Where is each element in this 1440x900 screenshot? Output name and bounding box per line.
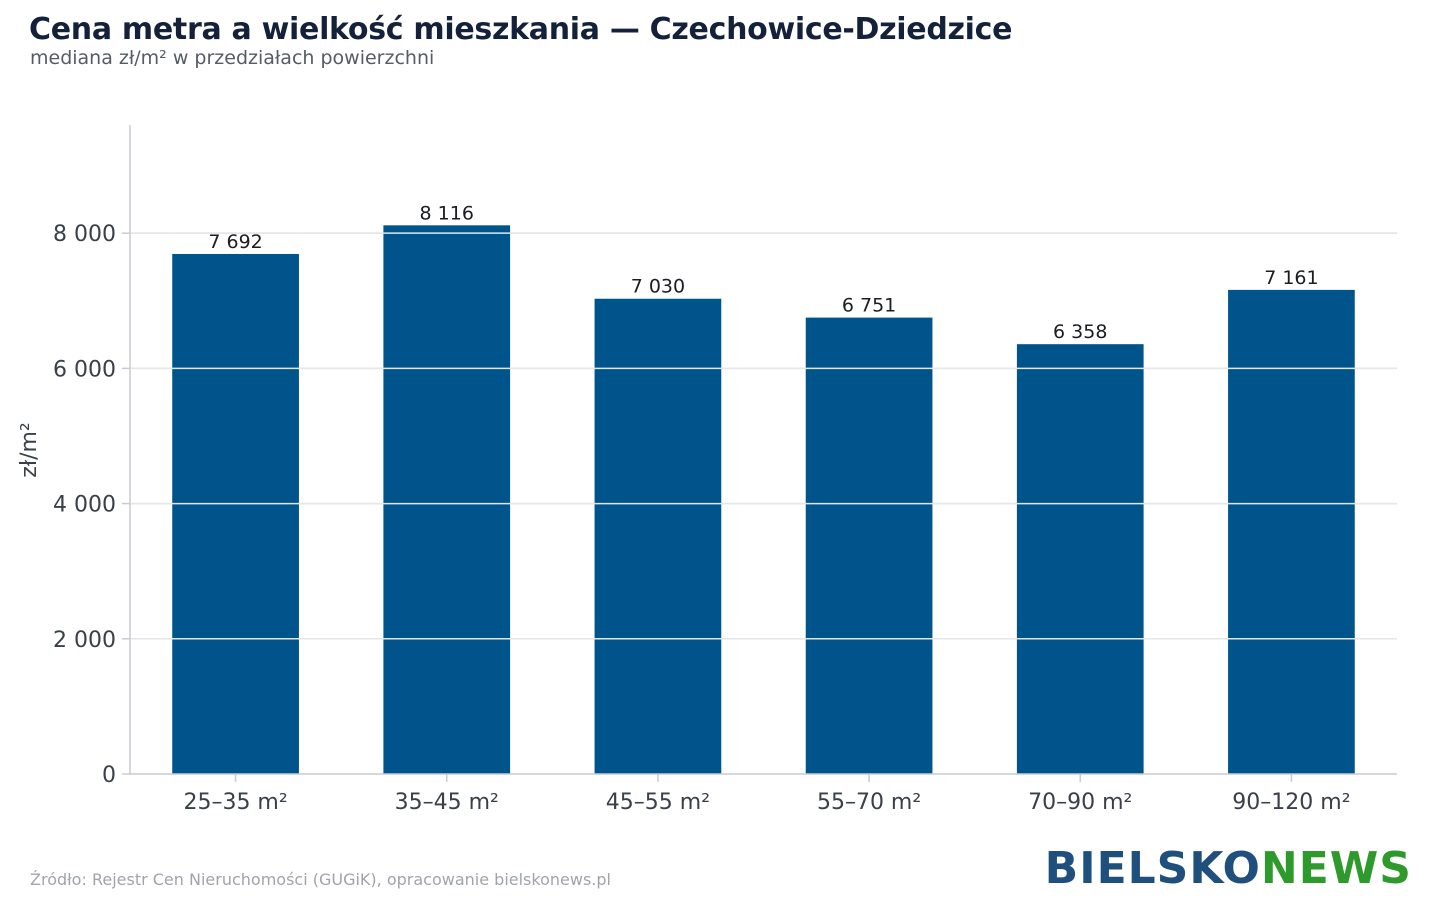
- bar-value-label: 6 751: [842, 295, 896, 317]
- logo-text-part2: NEWS: [1260, 843, 1412, 894]
- bar: [383, 225, 511, 774]
- y-tick-label: 0: [102, 763, 116, 788]
- x-tick-label: 90–120 m²: [1232, 790, 1350, 815]
- axes: [122, 125, 1397, 782]
- bielskonews-logo[interactable]: BIELSKONEWS: [1045, 845, 1412, 893]
- bars: [130, 225, 1397, 774]
- bar-value-label: 7 030: [631, 276, 685, 298]
- x-tick-label: 35–45 m²: [395, 790, 499, 815]
- bar: [1016, 344, 1144, 774]
- bar: [172, 253, 299, 774]
- gridlines: [130, 232, 1397, 640]
- bar-value-label: 6 358: [1053, 321, 1107, 343]
- y-tick-label: 6 000: [53, 357, 116, 382]
- y-tick-label: 8 000: [53, 222, 116, 247]
- labels: 0 2 000 4 000 6 000 8 000 7 692 25–35 m² 8 116 3…: [17, 202, 1351, 815]
- bar-value-label: 7 161: [1264, 267, 1318, 289]
- x-tick-label: 25–35 m²: [183, 790, 287, 815]
- bar: [1228, 289, 1355, 774]
- source-note: Źródło: Rejestr Cen Nieruchomości (GUGiK…: [30, 870, 611, 889]
- bar-value-label: 7 692: [208, 231, 262, 253]
- logo-text-part1: BIELSKO: [1044, 843, 1261, 894]
- x-tick-label: 55–70 m²: [817, 790, 921, 815]
- y-tick-label: 4 000: [53, 493, 116, 518]
- chart-title: Cena metra a wielkość mieszkania — Czech…: [29, 12, 1013, 47]
- chart-subtitle: mediana zł/m² w przedziałach powierzchni: [30, 47, 435, 69]
- x-tick-label: 45–55 m²: [606, 790, 710, 815]
- bar: [805, 317, 933, 774]
- bar: [594, 298, 722, 774]
- y-tick-label: 2 000: [53, 628, 116, 653]
- bar-value-label: 8 116: [420, 202, 474, 224]
- x-tick-label: 70–90 m²: [1028, 790, 1132, 815]
- y-axis-label: zł/m²: [17, 422, 42, 477]
